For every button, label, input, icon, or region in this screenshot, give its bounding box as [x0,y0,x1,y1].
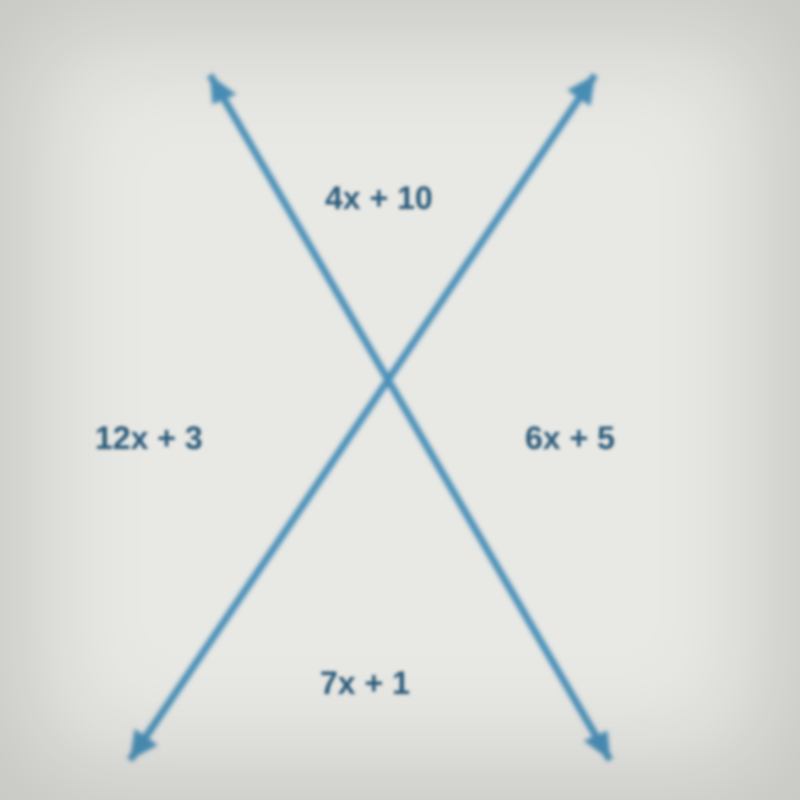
label-left: 12x + 3 [95,420,203,457]
line-2 [210,75,610,760]
label-right: 6x + 5 [525,420,615,457]
line-1 [130,75,595,760]
label-bottom: 7x + 1 [320,665,410,702]
label-top: 4x + 10 [325,180,433,217]
diagram-container: 4x + 10 12x + 3 6x + 5 7x + 1 [0,0,800,800]
